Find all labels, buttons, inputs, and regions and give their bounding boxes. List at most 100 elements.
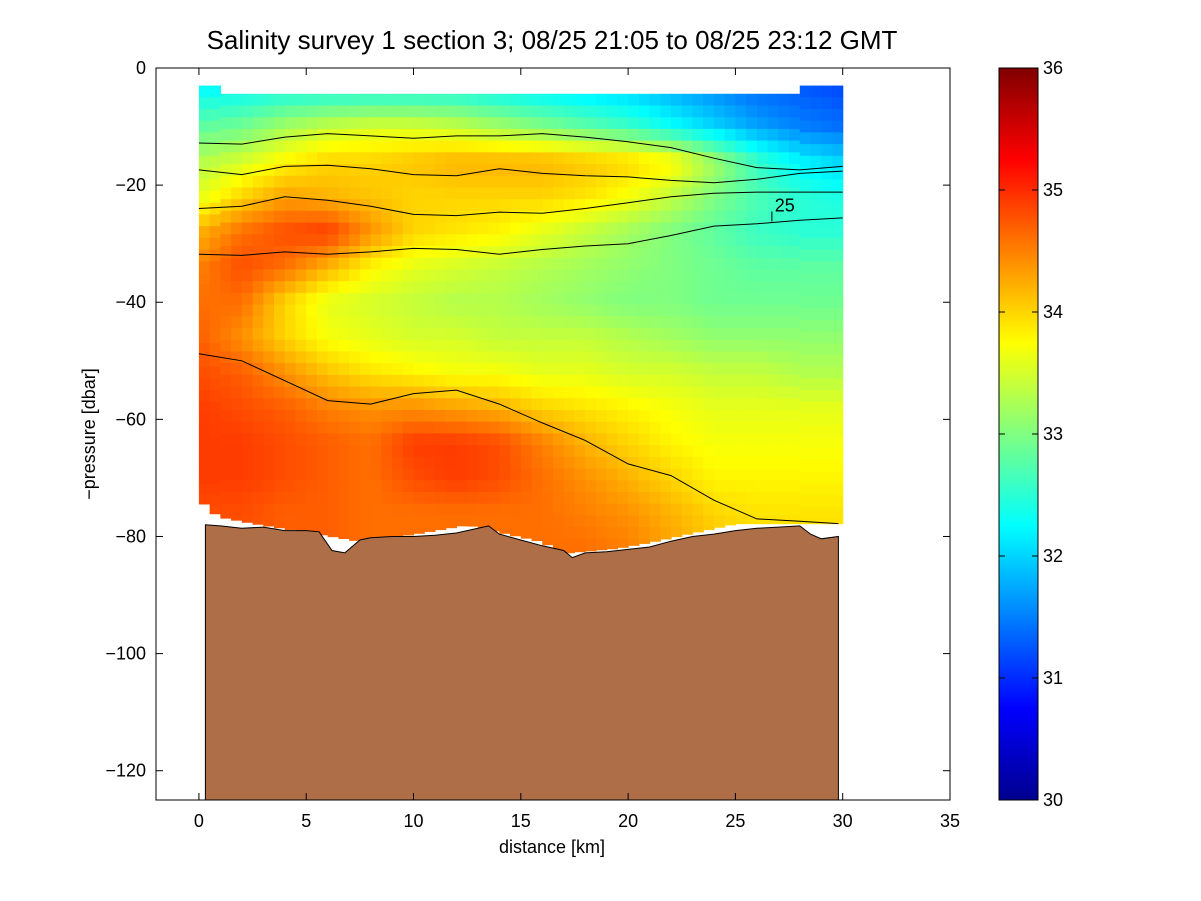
salinity-cell xyxy=(746,433,758,446)
salinity-cell xyxy=(402,222,415,235)
salinity-cell xyxy=(628,421,640,435)
salinity-cell xyxy=(252,421,264,435)
salinity-cell xyxy=(671,210,683,224)
salinity-cell xyxy=(510,480,522,493)
salinity-cell xyxy=(392,128,404,142)
salinity-cell xyxy=(553,222,565,235)
salinity-cell xyxy=(789,491,801,505)
salinity-cell xyxy=(477,234,490,247)
salinity-cell xyxy=(799,378,812,391)
salinity-cell xyxy=(789,433,801,446)
salinity-cell xyxy=(456,316,468,329)
salinity-cell xyxy=(316,409,329,423)
salinity-cell xyxy=(713,468,726,481)
salinity-cell xyxy=(231,246,243,259)
salinity-cell xyxy=(220,351,232,364)
salinity-cell xyxy=(252,433,264,446)
salinity-cell xyxy=(220,503,232,516)
salinity-cell xyxy=(284,234,297,247)
salinity-cell xyxy=(553,269,565,282)
salinity-cell xyxy=(220,433,232,446)
salinity-cell xyxy=(585,128,597,142)
salinity-cell xyxy=(681,468,694,481)
salinity-cell xyxy=(467,445,479,458)
salinity-cell xyxy=(316,480,329,493)
salinity-cell xyxy=(456,210,468,224)
salinity-cell xyxy=(660,210,672,224)
salinity-cell xyxy=(681,281,694,294)
salinity-cell xyxy=(724,222,737,235)
salinity-cell xyxy=(241,386,254,399)
salinity-cell xyxy=(445,328,458,341)
salinity-cell xyxy=(231,105,243,118)
salinity-cell xyxy=(681,480,694,493)
salinity-cell xyxy=(671,199,683,212)
salinity-cell xyxy=(488,269,500,282)
salinity-cell xyxy=(799,460,812,473)
salinity-cell xyxy=(606,140,618,153)
salinity-cell xyxy=(359,433,372,446)
salinity-cell xyxy=(595,445,608,458)
salinity-cell xyxy=(359,117,372,130)
salinity-cell xyxy=(660,93,672,107)
salinity-cell xyxy=(831,483,844,497)
salinity-cell xyxy=(767,456,779,470)
salinity-cell xyxy=(445,117,458,130)
salinity-cell xyxy=(671,351,683,364)
salinity-cell xyxy=(231,316,243,329)
salinity-cell xyxy=(434,187,447,200)
salinity-cell xyxy=(434,281,447,294)
salinity-cell xyxy=(477,468,490,481)
salinity-cell xyxy=(198,472,211,485)
salinity-cell xyxy=(585,491,597,505)
salinity-cell xyxy=(574,199,586,212)
salinity-cell xyxy=(381,527,393,539)
salinity-cell xyxy=(392,527,404,537)
salinity-cell xyxy=(520,398,533,411)
salinity-cell xyxy=(370,527,382,540)
salinity-cell xyxy=(692,187,704,200)
salinity-cell xyxy=(553,234,565,247)
salinity-cell xyxy=(263,246,275,259)
salinity-cell xyxy=(606,222,618,235)
salinity-cell xyxy=(402,234,415,247)
salinity-cell xyxy=(209,132,221,145)
salinity-cell xyxy=(574,269,586,282)
salinity-cell xyxy=(445,468,458,481)
salinity-cell xyxy=(284,210,297,224)
salinity-cell xyxy=(338,292,350,306)
salinity-cell xyxy=(703,105,715,118)
salinity-cell xyxy=(553,480,565,493)
salinity-cell xyxy=(316,281,329,294)
salinity-cell xyxy=(520,445,533,458)
salinity-cell xyxy=(284,363,297,376)
salinity-cell xyxy=(692,515,704,528)
salinity-cell xyxy=(746,117,758,130)
salinity-cell xyxy=(821,237,833,251)
salinity-cell xyxy=(799,448,812,461)
salinity-cell xyxy=(831,108,844,122)
salinity-cell xyxy=(231,409,243,423)
salinity-cell xyxy=(252,316,264,329)
salinity-cell xyxy=(746,199,758,212)
salinity-cell xyxy=(381,409,393,423)
salinity-cell xyxy=(606,339,618,353)
salinity-cell xyxy=(810,390,822,403)
salinity-cell xyxy=(789,421,801,435)
salinity-cell xyxy=(810,425,822,438)
salinity-cell xyxy=(660,409,672,423)
salinity-cell xyxy=(681,152,694,165)
salinity-cell xyxy=(295,292,307,306)
salinity-cell xyxy=(713,339,726,353)
salinity-cell xyxy=(789,386,801,399)
salinity-cell xyxy=(381,152,393,165)
salinity-cell xyxy=(638,527,651,540)
salinity-cell xyxy=(735,433,747,446)
salinity-cell xyxy=(381,105,393,118)
axes-box xyxy=(155,67,951,801)
salinity-cell xyxy=(681,409,694,423)
salinity-cell xyxy=(649,93,661,107)
salinity-cell xyxy=(617,105,629,118)
salinity-cell xyxy=(520,316,533,329)
salinity-cell xyxy=(370,304,382,317)
